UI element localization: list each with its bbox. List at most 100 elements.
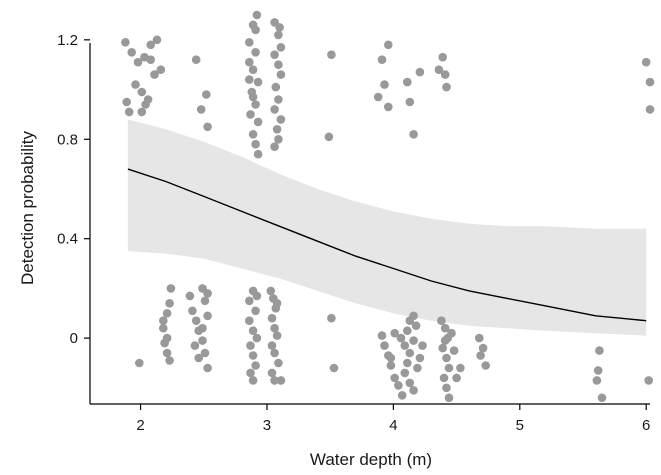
data-point — [251, 48, 260, 57]
data-point — [274, 358, 283, 368]
data-point — [274, 60, 283, 69]
data-point — [442, 353, 451, 363]
data-point — [246, 341, 255, 350]
data-point — [442, 82, 451, 92]
data-point — [127, 48, 136, 57]
data-point — [274, 135, 283, 144]
data-point — [203, 363, 212, 373]
data-point — [191, 316, 201, 326]
data-point — [440, 323, 450, 333]
data-point — [248, 65, 258, 74]
data-point — [196, 105, 206, 114]
data-point — [267, 313, 277, 323]
data-point — [159, 316, 168, 326]
data-point — [271, 82, 281, 92]
data-point — [245, 38, 254, 47]
data-point — [380, 80, 389, 89]
data-point — [185, 291, 195, 301]
data-point — [390, 328, 400, 338]
data-point — [162, 333, 172, 343]
data-point — [597, 393, 607, 403]
data-point — [272, 299, 282, 308]
data-point — [245, 316, 254, 326]
x-axis-title: Water depth (m) — [310, 450, 432, 469]
data-point — [275, 23, 284, 32]
data-point — [645, 105, 655, 114]
axes: 2 3 4 5 6 0 0.4 0.8 1.2 — [57, 32, 650, 434]
data-point — [146, 55, 155, 64]
data-point — [159, 323, 168, 333]
data-point — [252, 333, 262, 343]
data-point — [478, 343, 488, 353]
data-point — [377, 55, 387, 64]
data-point — [418, 341, 427, 350]
data-point — [384, 40, 393, 50]
confidence-band-layer — [127, 119, 647, 336]
data-point — [380, 341, 389, 350]
data-point — [403, 358, 412, 368]
data-points-layer — [121, 10, 655, 403]
data-point — [135, 358, 144, 368]
data-point — [397, 391, 407, 400]
data-point — [272, 125, 282, 134]
data-point — [403, 77, 412, 87]
data-point — [246, 368, 255, 378]
data-point — [270, 376, 279, 385]
data-point — [266, 286, 276, 296]
confidence-band — [127, 119, 647, 336]
data-point — [447, 328, 456, 338]
data-point — [202, 90, 211, 99]
data-point — [203, 311, 212, 321]
data-point — [248, 130, 258, 139]
data-point — [200, 348, 210, 358]
data-point — [645, 77, 655, 87]
data-point — [198, 323, 207, 333]
data-point — [251, 100, 260, 109]
data-point — [593, 366, 603, 375]
data-point — [437, 316, 446, 326]
data-point — [245, 296, 254, 306]
data-point — [122, 97, 131, 107]
data-point — [409, 386, 418, 395]
data-point — [329, 363, 339, 373]
data-point — [452, 373, 461, 383]
data-point — [246, 110, 255, 119]
data-point — [162, 348, 172, 358]
data-point — [324, 132, 334, 142]
data-point — [156, 65, 166, 74]
data-point — [449, 346, 459, 355]
data-point — [411, 321, 421, 331]
data-point — [141, 100, 150, 109]
data-point — [327, 50, 336, 59]
data-point — [267, 341, 277, 350]
data-point — [276, 376, 286, 385]
data-point — [386, 353, 396, 363]
data-point — [274, 95, 283, 104]
data-point — [276, 70, 286, 79]
y-tick-label: 1.2 — [57, 32, 78, 49]
data-point — [390, 373, 400, 383]
data-point — [203, 122, 212, 132]
data-point — [270, 50, 279, 59]
data-point — [191, 55, 201, 64]
data-point — [272, 331, 282, 340]
data-point — [415, 67, 425, 77]
data-point — [270, 323, 279, 333]
data-point — [248, 376, 258, 385]
data-point — [190, 341, 200, 350]
data-point — [251, 25, 260, 35]
y-axis-title: Detection probability — [18, 130, 37, 285]
x-tick-label: 6 — [642, 417, 650, 434]
data-point — [394, 381, 403, 390]
data-point — [137, 107, 147, 117]
y-tick-label: 0.8 — [57, 131, 78, 148]
data-point — [253, 117, 263, 127]
data-point — [267, 368, 277, 378]
data-point — [409, 336, 418, 345]
data-point — [245, 57, 254, 67]
data-point — [276, 43, 286, 52]
data-point — [438, 52, 448, 62]
data-point — [595, 346, 604, 355]
data-point — [251, 361, 260, 370]
data-point — [444, 363, 454, 373]
